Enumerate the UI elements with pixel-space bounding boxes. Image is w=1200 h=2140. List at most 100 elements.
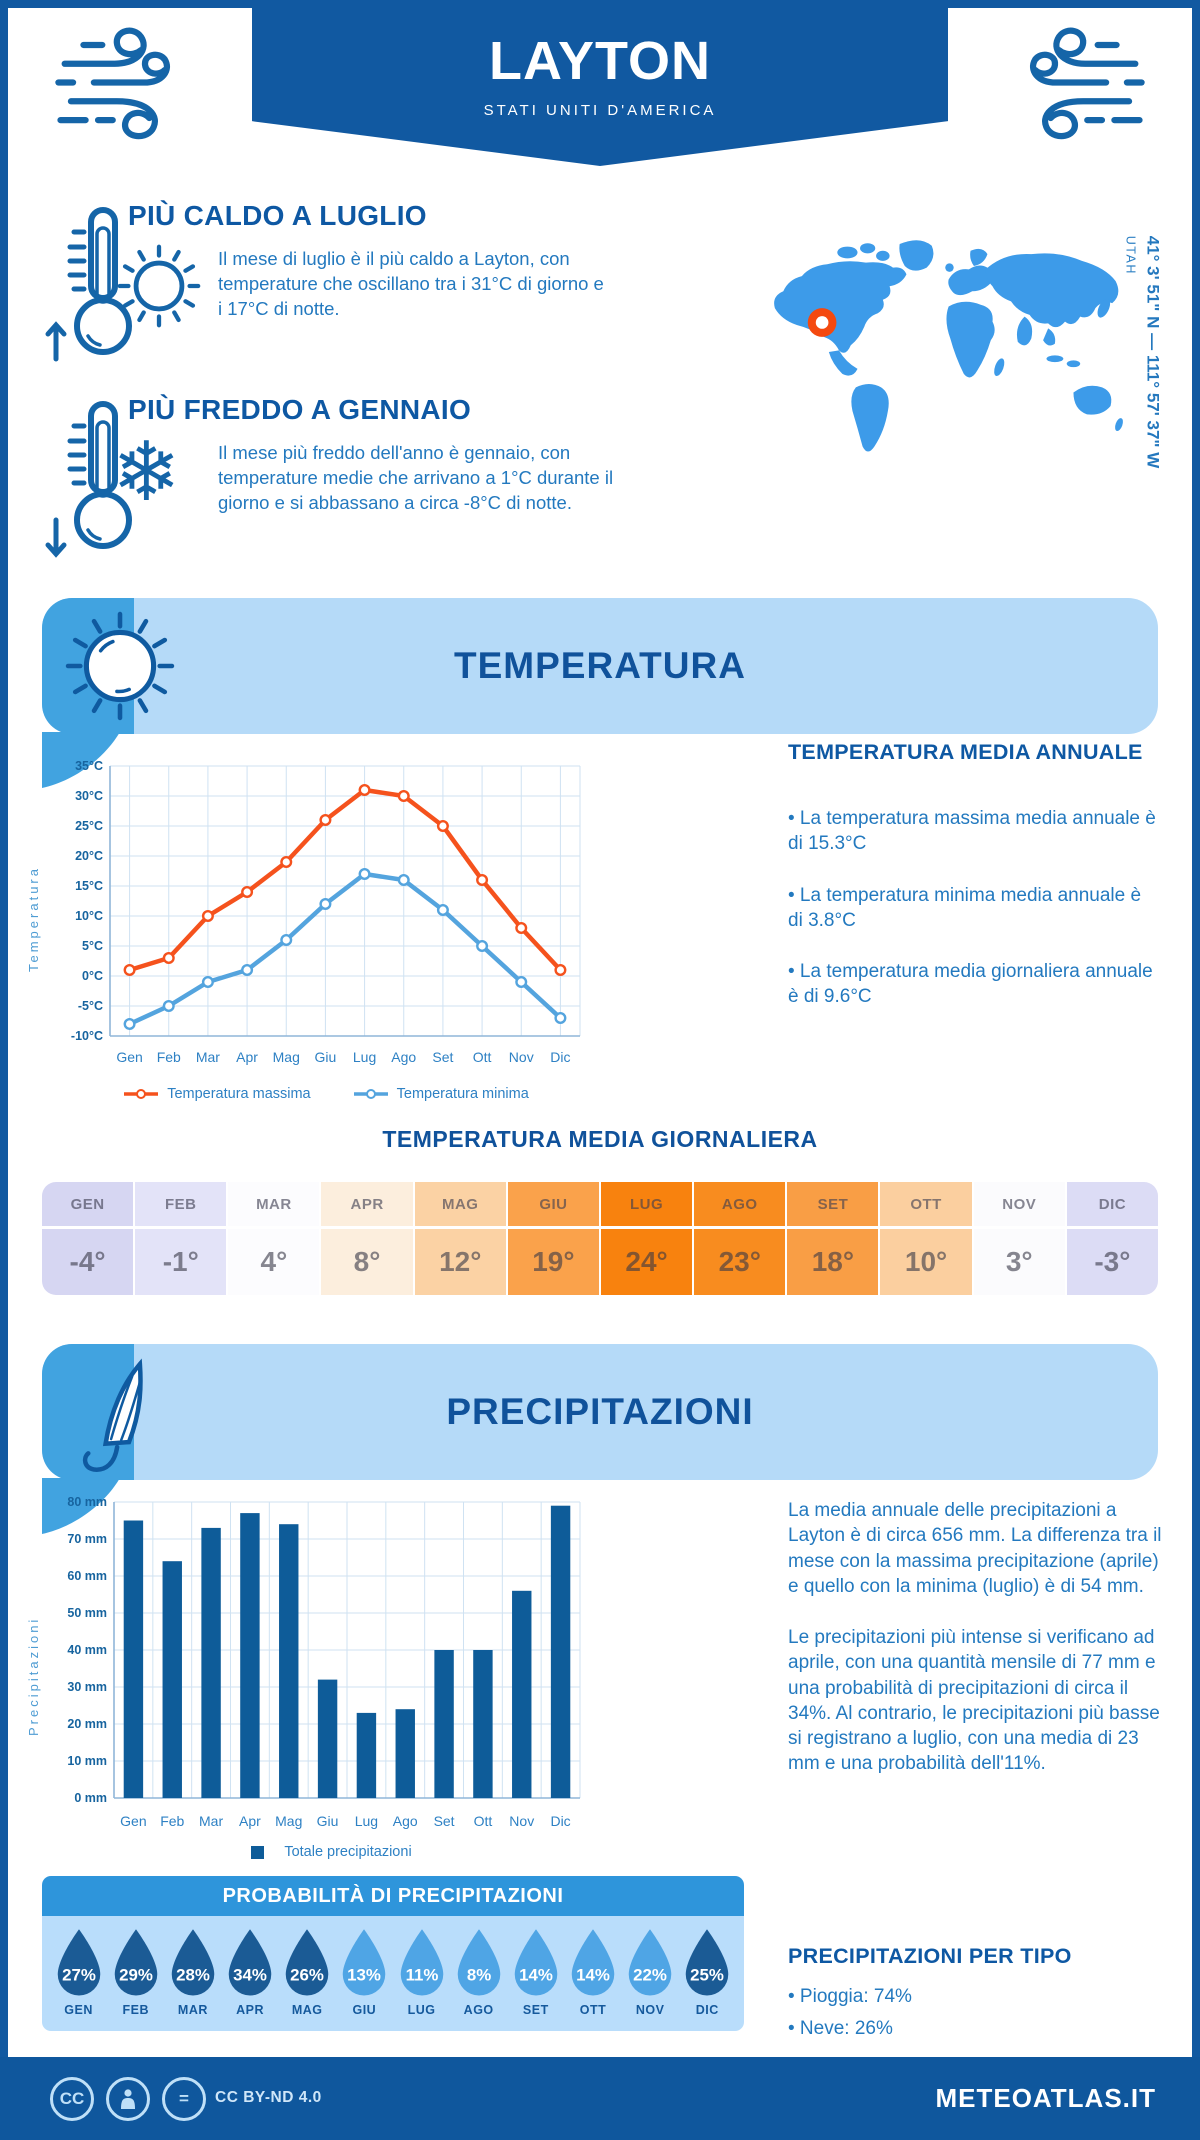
- page-title: LAYTON: [488, 31, 712, 91]
- x-tick-label: Ott: [474, 1813, 493, 1829]
- bar-Set: [434, 1650, 454, 1798]
- drop-icon: 28%: [171, 1929, 215, 1996]
- point-Temperatura massima: [241, 885, 254, 898]
- point-Temperatura minima: [397, 873, 410, 886]
- umbrella-icon: [70, 1356, 180, 1491]
- point-Temperatura minima: [280, 933, 293, 946]
- drop-value: 34%: [233, 1966, 267, 1985]
- bar-Dic: [550, 1505, 571, 1798]
- drop-month-label: GEN: [64, 2003, 93, 2017]
- x-tick-label: Nov: [509, 1813, 534, 1829]
- x-tick-label: Apr: [239, 1813, 261, 1829]
- precipitation-probability-box: PROBABILITÀ DI PRECIPITAZIONI 27% GEN 29% F…: [42, 1876, 744, 2031]
- point-Temperatura minima: [476, 939, 489, 952]
- bar-Ott: [473, 1650, 493, 1798]
- point-Temperatura minima: [162, 999, 175, 1012]
- drop-icon: 25%: [686, 1929, 729, 1996]
- month-header-DIC: DIC: [1066, 1182, 1158, 1226]
- precipitation-bar-chart: 0 mm 10 mm 20 mm 30 mm 40 mm 50 mm 60 mm 70 mm 8…: [67, 1495, 581, 1829]
- legend-swatch: [353, 1089, 388, 1099]
- month-value-MAG: 12°: [414, 1229, 506, 1295]
- month-value-NOV: 3°: [973, 1229, 1065, 1295]
- drop-value: 28%: [176, 1966, 210, 1985]
- thermometer-cold-icon: [44, 398, 159, 563]
- map-marker: [807, 308, 837, 337]
- point-Temperatura massima: [201, 909, 214, 922]
- precipitation-section-title: PRECIPITAZIONI: [446, 1391, 754, 1432]
- legend-item: Temperatura massima: [123, 1086, 311, 1102]
- x-tick-label: Lug: [353, 1049, 376, 1065]
- point-Temperatura minima: [436, 903, 449, 916]
- month-value-GIU: 19°: [507, 1229, 599, 1295]
- by-type-bullet: • Neve: 26%: [788, 2018, 893, 2040]
- drop-icon: 26%: [285, 1929, 329, 1996]
- drop-month-label: OTT: [579, 2003, 607, 2017]
- y-tick-label: 70 mm: [67, 1532, 107, 1546]
- y-tick-label: 0°C: [82, 969, 103, 983]
- probability-drop-OTT: 14% OTT: [566, 1928, 620, 2017]
- drop-icon: 27%: [57, 1929, 100, 1996]
- point-Temperatura minima: [358, 867, 371, 880]
- y-tick-label: -5°C: [78, 999, 103, 1013]
- y-tick-label: 50 mm: [67, 1606, 107, 1620]
- license-label: CC BY-ND 4.0: [215, 2089, 322, 2106]
- y-tick-label: 20 mm: [67, 1717, 107, 1731]
- drop-month-label: GIU: [352, 2003, 377, 2017]
- point-Temperatura massima: [162, 951, 175, 964]
- by-type-heading: PRECIPITAZIONI PER TIPO: [788, 1944, 1072, 1968]
- annual-temp-heading: TEMPERATURA MEDIA ANNUALE: [788, 740, 1143, 764]
- annual-temp-bullet: • La temperatura massima media annuale è…: [788, 808, 1156, 855]
- x-tick-label: Gen: [120, 1813, 146, 1829]
- drop-value: 26%: [290, 1966, 324, 1985]
- point-Temperatura massima: [436, 819, 449, 832]
- month-value-FEB: -1°: [135, 1229, 227, 1295]
- line-Temperatura minima: [127, 871, 563, 1027]
- drop-value: 29%: [119, 1966, 153, 1985]
- x-tick-label: Giu: [317, 1813, 339, 1829]
- temperature-line-chart: -10°C -5°C 0°C 5°C 10°C 15°C 20°C 25°C 30°C 35°C G…: [71, 759, 581, 1065]
- drop-value: 22%: [633, 1966, 667, 1985]
- y-tick-label: 30°C: [75, 789, 103, 803]
- month-header-LUG: LUG: [600, 1182, 693, 1226]
- x-tick-label: Apr: [236, 1049, 258, 1065]
- x-tick-label: Mag: [275, 1813, 302, 1829]
- drop-icon: 11%: [400, 1929, 443, 1996]
- month-value-DIC: -3°: [1066, 1229, 1158, 1295]
- bar-Giu: [317, 1679, 338, 1798]
- precipitation-paragraph: La media annuale delle precipitazioni a …: [788, 1500, 1162, 1597]
- probability-drop-GEN: 27% GEN: [52, 1928, 106, 2017]
- x-tick-label: Gen: [116, 1049, 142, 1065]
- drop-value: 25%: [690, 1966, 724, 1985]
- point-Temperatura massima: [280, 855, 293, 868]
- temperature-section-title: TEMPERATURA: [454, 645, 746, 686]
- x-tick-label: Mar: [196, 1049, 220, 1065]
- drop-icon: 14%: [514, 1929, 558, 1996]
- sun-banner-icon: [64, 610, 176, 727]
- drop-icon: 22%: [628, 1929, 672, 1996]
- bar-Nov: [512, 1590, 532, 1798]
- x-tick-label: Mar: [199, 1813, 223, 1829]
- page-border-right: [1192, 0, 1200, 2140]
- drop-month-label: MAR: [177, 2003, 208, 2017]
- month-header-OTT: OTT: [880, 1182, 972, 1226]
- y-tick-label: 15°C: [75, 879, 103, 893]
- temperature-banner: TEMPERATURA: [42, 598, 1158, 734]
- drop-icon: 8%: [457, 1929, 500, 1996]
- world-map: [758, 202, 1146, 507]
- monthly-temperature-table: GEN FEB MAR APR MAG GIU LUG AGO SET OTT NOV DIC -4° -…: [42, 1182, 1158, 1295]
- cc-license-icons: CC =: [50, 2077, 206, 2121]
- point-Temperatura massima: [319, 814, 332, 827]
- cold-month-text: Il mese più freddo dell'anno è gennaio, …: [218, 442, 614, 513]
- snowflake-icon: ❄: [112, 427, 181, 518]
- point-Temperatura massima: [515, 921, 528, 934]
- probability-drop-FEB: 29% FEB: [109, 1928, 163, 2017]
- x-tick-label: Giu: [315, 1049, 337, 1065]
- x-tick-label: Mag: [273, 1049, 300, 1065]
- month-value-OTT: 10°: [880, 1229, 972, 1295]
- location-coordinates: 41° 3' 51" N — 111° 57' 37" W UTAH: [1124, 236, 1163, 469]
- prec-chart-ylabel: Precipitazioni: [26, 1616, 41, 1736]
- legend-swatch: [124, 1089, 159, 1099]
- bar-Lug: [356, 1712, 377, 1798]
- annual-temp-bullets: • La temperatura massima media annuale è…: [788, 806, 1160, 1010]
